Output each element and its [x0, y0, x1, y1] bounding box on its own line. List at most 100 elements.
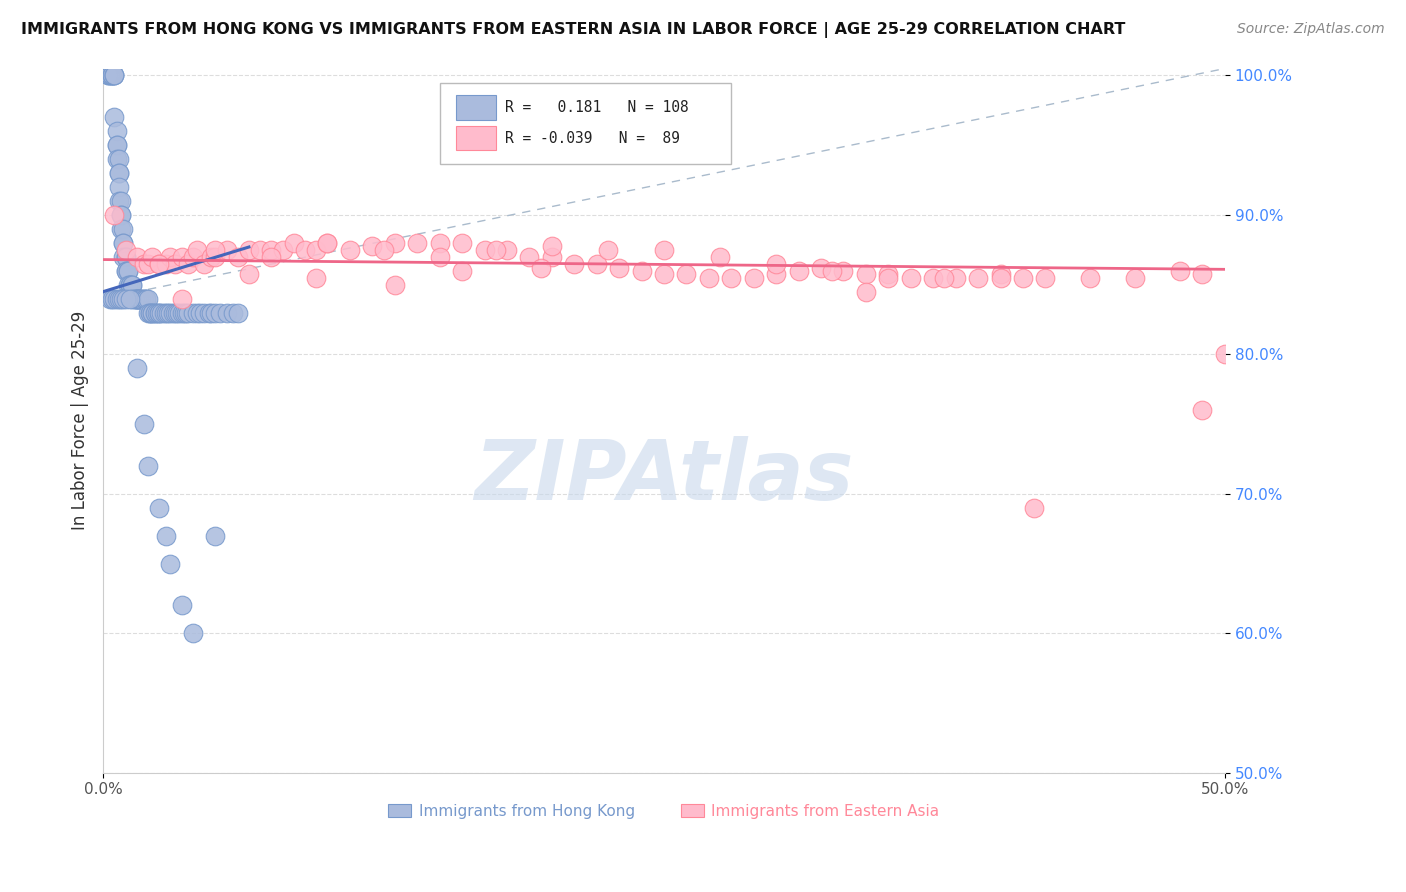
Y-axis label: In Labor Force | Age 25-29: In Labor Force | Age 25-29: [72, 311, 89, 530]
Point: [429, 250, 451, 264]
Point: [117, 277, 139, 292]
Point: [159, 557, 181, 571]
Point: [125, 292, 148, 306]
Point: [136, 292, 159, 306]
Point: [105, 292, 128, 306]
Point: [98, 69, 121, 83]
Point: [103, 292, 125, 306]
Point: [305, 243, 328, 257]
Point: [159, 250, 181, 264]
Point: [945, 270, 967, 285]
Point: [125, 250, 148, 264]
Point: [170, 599, 193, 613]
Point: [316, 235, 339, 250]
Point: [108, 180, 131, 194]
Point: [222, 305, 245, 319]
Point: [114, 250, 136, 264]
Point: [136, 257, 159, 271]
Point: [652, 267, 675, 281]
Point: [112, 292, 135, 306]
Point: [181, 305, 204, 319]
Point: [226, 305, 249, 319]
Point: [188, 305, 211, 319]
Point: [596, 243, 619, 257]
Point: [675, 267, 697, 281]
Point: [1213, 347, 1236, 361]
Point: [121, 277, 143, 292]
Point: [97, 69, 120, 83]
Point: [136, 458, 159, 473]
Point: [877, 270, 900, 285]
Point: [170, 292, 193, 306]
Point: [141, 305, 163, 319]
Point: [108, 166, 131, 180]
Point: [361, 238, 384, 252]
Point: [855, 285, 877, 299]
Point: [810, 260, 832, 275]
Point: [114, 243, 136, 257]
Point: [148, 500, 170, 515]
Point: [855, 267, 877, 281]
Point: [141, 305, 163, 319]
Point: [249, 243, 271, 257]
FancyBboxPatch shape: [457, 126, 496, 150]
Point: [162, 305, 184, 319]
Point: [519, 250, 541, 264]
Point: [215, 305, 238, 319]
Point: [451, 235, 474, 250]
Point: [118, 277, 141, 292]
Point: [200, 305, 222, 319]
Point: [339, 243, 361, 257]
FancyBboxPatch shape: [457, 95, 496, 120]
Point: [742, 270, 765, 285]
Point: [215, 243, 238, 257]
Point: [186, 305, 208, 319]
Point: [128, 292, 150, 306]
Point: [540, 250, 562, 264]
Point: [128, 292, 150, 306]
Point: [197, 305, 219, 319]
Point: [110, 292, 132, 306]
Point: [118, 277, 141, 292]
Point: [720, 270, 742, 285]
Point: [967, 270, 990, 285]
Point: [200, 250, 222, 264]
Point: [114, 263, 136, 277]
Point: [129, 292, 152, 306]
Point: [143, 305, 166, 319]
Point: [155, 529, 177, 543]
Point: [173, 305, 195, 319]
Point: [117, 263, 139, 277]
Point: [429, 235, 451, 250]
Point: [193, 305, 215, 319]
Point: [384, 277, 406, 292]
Legend: Immigrants from Hong Kong, Immigrants from Eastern Asia: Immigrants from Hong Kong, Immigrants fr…: [382, 797, 946, 825]
Point: [103, 69, 125, 83]
Point: [152, 305, 174, 319]
Point: [132, 417, 155, 431]
Point: [990, 267, 1012, 281]
Point: [155, 257, 177, 271]
Point: [204, 529, 226, 543]
Point: [148, 305, 170, 319]
Point: [900, 270, 922, 285]
Point: [132, 257, 155, 271]
Point: [114, 263, 136, 277]
Point: [204, 250, 226, 264]
Point: [585, 257, 607, 271]
Point: [709, 250, 731, 264]
Point: [1024, 500, 1046, 515]
Text: R = -0.039   N =  89: R = -0.039 N = 89: [505, 131, 679, 145]
Point: [186, 243, 208, 257]
Point: [271, 243, 294, 257]
Point: [260, 243, 283, 257]
Point: [474, 243, 496, 257]
Point: [129, 292, 152, 306]
Point: [1168, 263, 1191, 277]
Point: [146, 305, 169, 319]
Point: [98, 69, 121, 83]
Point: [105, 152, 128, 166]
Point: [204, 243, 226, 257]
Point: [101, 69, 124, 83]
Point: [821, 263, 844, 277]
